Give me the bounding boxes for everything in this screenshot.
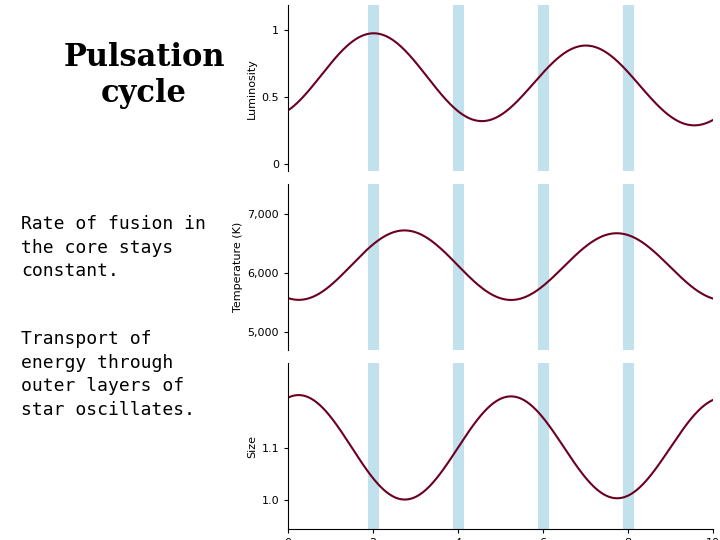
- Text: Pulsation
cycle: Pulsation cycle: [63, 42, 225, 109]
- Y-axis label: Temperature (K): Temperature (K): [233, 222, 243, 313]
- Text: Rate of fusion in
the core stays
constant.: Rate of fusion in the core stays constan…: [21, 215, 206, 280]
- Y-axis label: Size: Size: [248, 435, 257, 458]
- Y-axis label: Luminosity: Luminosity: [248, 58, 257, 119]
- Text: Transport of
energy through
outer layers of
star oscillates.: Transport of energy through outer layers…: [21, 330, 195, 419]
